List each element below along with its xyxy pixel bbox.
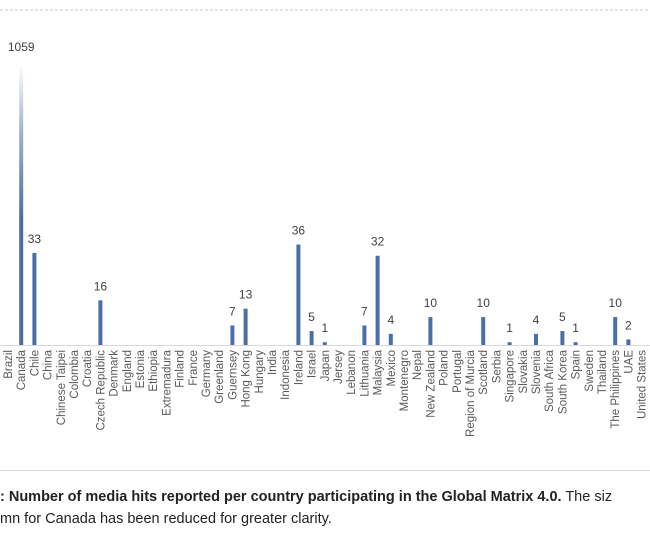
bar-uae bbox=[626, 339, 631, 345]
x-tick-label-malaysia: Malaysia bbox=[373, 349, 385, 395]
x-tick-label-region-of-murcia: Region of Murcia bbox=[465, 349, 477, 437]
bar-spain bbox=[573, 342, 578, 345]
data-label-scotland: 10 bbox=[477, 296, 491, 310]
x-tick-label-lebanon: Lebanon bbox=[346, 350, 358, 395]
x-tick-label-chinese-taipei: Chinese Taipei bbox=[56, 350, 68, 425]
x-tick-label-singapore: Singapore bbox=[505, 350, 517, 402]
x-tick-label-sweden: Sweden bbox=[584, 350, 596, 392]
x-tick-label-south-korea: South Korea bbox=[557, 349, 569, 414]
x-tick-label-slovenia: Slovenia bbox=[531, 349, 543, 394]
x-tick-label-ireland: Ireland bbox=[293, 350, 305, 385]
x-tick-label-spain: Spain bbox=[571, 350, 583, 379]
data-label-hong-kong: 13 bbox=[239, 288, 253, 302]
x-tick-label-uae: UAE bbox=[623, 350, 635, 374]
bar-new-zealand bbox=[428, 317, 433, 345]
x-tick-label-serbia: Serbia bbox=[491, 349, 503, 383]
bar-scotland bbox=[481, 317, 486, 345]
x-tick-label-finland: Finland bbox=[175, 350, 187, 388]
x-tick-label-slovakia: Slovakia bbox=[518, 349, 530, 393]
bar-mexico bbox=[388, 333, 393, 345]
bar-hong-kong bbox=[243, 308, 248, 345]
x-tick-label-ethiopia: Ethiopia bbox=[148, 349, 160, 391]
data-label-japan: 1 bbox=[321, 321, 328, 335]
data-label-ireland: 36 bbox=[292, 224, 306, 238]
bar-czech-republic bbox=[98, 300, 103, 345]
x-tick-label-portugal: Portugal bbox=[452, 350, 464, 393]
x-tick-label-denmark: Denmark bbox=[109, 350, 121, 397]
x-tick-label-india: India bbox=[267, 349, 279, 375]
caption-line-2: mn for Canada has been reduced for great… bbox=[0, 511, 332, 527]
x-tick-label-new-zealand: New Zealand bbox=[425, 350, 437, 418]
data-label-guernsey: 7 bbox=[229, 304, 236, 318]
x-tick-label-colombia: Colombia bbox=[69, 349, 81, 398]
caption-normal: The siz bbox=[561, 489, 613, 505]
x-tick-label-guernsey: Guernsey bbox=[227, 350, 239, 400]
x-tick-label-the-philippines: The Philippines bbox=[610, 350, 622, 429]
x-tick-label-estonia: Estonia bbox=[135, 349, 147, 388]
x-tick-label-china: China bbox=[43, 349, 55, 380]
x-tick-label-mexico: Mexico bbox=[386, 350, 398, 386]
data-label-czech-republic: 16 bbox=[94, 279, 108, 293]
data-label-malaysia: 32 bbox=[371, 235, 385, 249]
x-tick-label-lithuania: Lithuania bbox=[359, 349, 371, 396]
x-tick-label-montenegro: Montenegro bbox=[399, 350, 411, 411]
bar-slovenia bbox=[534, 333, 538, 345]
data-label-mexico: 4 bbox=[387, 313, 394, 327]
data-label-lithuania: 7 bbox=[361, 304, 368, 318]
bar-the-philippines bbox=[613, 317, 618, 345]
x-tick-label-hong-kong: Hong Kong bbox=[241, 350, 253, 408]
caption-line-1: : Number of media hits reported per coun… bbox=[0, 486, 650, 508]
x-tick-label-israel: Israel bbox=[307, 350, 319, 378]
x-tick-label-canada: Canada bbox=[16, 349, 28, 390]
x-tick-label-france: France bbox=[188, 350, 200, 386]
bar-ireland bbox=[296, 244, 301, 345]
x-tick-label-croatia: Croatia bbox=[82, 349, 94, 387]
figure-caption: : Number of media hits reported per coun… bbox=[0, 486, 650, 530]
bar-guernsey bbox=[230, 325, 235, 345]
x-tick-label-poland: Poland bbox=[439, 350, 451, 386]
bar-south-korea bbox=[560, 331, 565, 345]
x-tick-label-germany: Germany bbox=[201, 350, 213, 398]
x-tick-label-south-africa: South Africa bbox=[544, 349, 556, 412]
x-tick-label-brazil: Brazil bbox=[3, 350, 15, 379]
x-tick-label-extremadura: Extremadura bbox=[161, 349, 173, 415]
x-tick-label-chile: Chile bbox=[29, 350, 41, 376]
bar-singapore bbox=[507, 342, 512, 345]
data-label-the-philippines: 10 bbox=[609, 296, 623, 310]
bar-japan bbox=[322, 342, 327, 345]
bar-canada bbox=[19, 64, 24, 345]
x-tick-label-indonesia: Indonesia bbox=[280, 349, 292, 399]
data-label-chile: 33 bbox=[28, 232, 42, 246]
x-tick-label-scotland: Scotland bbox=[478, 350, 490, 395]
data-label-uae: 2 bbox=[625, 318, 632, 332]
x-tick-label-thailand: Thailand bbox=[597, 350, 609, 394]
x-tick-label-hungary: Hungary bbox=[254, 350, 266, 394]
data-label-canada: 1059 bbox=[8, 40, 35, 54]
data-label-slovenia: 4 bbox=[533, 313, 540, 327]
bar-chile bbox=[32, 252, 37, 345]
bar-israel bbox=[309, 331, 314, 345]
bar-malaysia bbox=[375, 255, 380, 345]
x-tick-label-greenland: Greenland bbox=[214, 350, 226, 404]
x-tick-label-czech-republic: Czech Republic bbox=[95, 350, 107, 431]
x-tick-label-england: England bbox=[122, 350, 134, 392]
data-label-south-korea: 5 bbox=[559, 310, 566, 324]
bar-lithuania bbox=[362, 325, 367, 345]
x-tick-label-nepal: Nepal bbox=[412, 350, 424, 380]
data-label-new-zealand: 10 bbox=[424, 296, 438, 310]
caption-bold: : Number of media hits reported per coun… bbox=[0, 489, 562, 505]
x-tick-label-jersey: Jersey bbox=[333, 350, 345, 384]
data-label-israel: 5 bbox=[308, 310, 315, 324]
x-tick-label-united-states: United States bbox=[637, 350, 649, 419]
data-label-singapore: 1 bbox=[506, 321, 513, 335]
data-label-spain: 1 bbox=[572, 321, 579, 335]
x-tick-label-japan: Japan bbox=[320, 350, 332, 381]
